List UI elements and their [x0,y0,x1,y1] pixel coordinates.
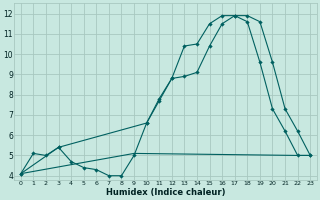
X-axis label: Humidex (Indice chaleur): Humidex (Indice chaleur) [106,188,225,197]
